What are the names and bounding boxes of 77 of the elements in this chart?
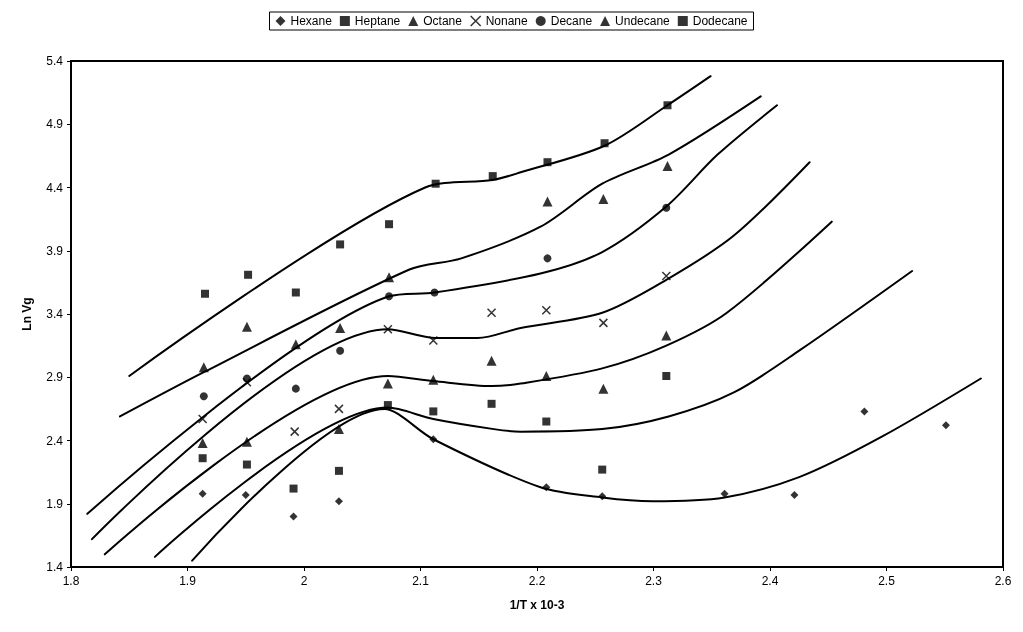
legend-label: Undecane [615,14,671,28]
point [385,220,394,229]
point [334,497,343,506]
point [200,289,209,298]
point [382,378,393,389]
legend-label: Octane [423,14,463,28]
line-series [86,104,778,515]
point [289,426,300,437]
line-series [90,161,811,541]
point [241,490,250,499]
point [197,414,208,424]
point [429,407,438,416]
point [289,512,298,521]
point [336,240,345,249]
point [662,160,673,171]
point [542,196,553,207]
x-tick-label: 2.3 [645,574,663,588]
point [334,466,343,475]
legend-label: Hexane [290,14,333,28]
point [486,307,497,318]
point [542,417,551,426]
line-series [118,95,762,418]
point [289,484,298,493]
y-tick-label: 3.4 [46,307,64,321]
point [662,371,671,380]
legend-label: Heptane [354,14,401,28]
x-tick-label: 2 [300,574,308,588]
point [291,288,300,297]
point [197,438,208,449]
point [291,384,300,393]
point [336,346,345,355]
point [598,193,609,204]
y-tick-label: 4.4 [46,180,64,195]
legend-label: Nonane [485,14,529,28]
x-tick-label: 1.9 [179,574,197,588]
x-tick-label: 2.2 [528,574,546,588]
point [720,489,729,498]
point [428,335,439,346]
y-tick-label: 3.9 [46,243,64,258]
point [598,318,609,328]
point [790,490,799,499]
line-series [103,220,833,556]
y-tick-label: 4.9 [46,117,64,132]
y-axis-title: Ln Vg [20,297,34,331]
x-tick-label: 2.6 [994,574,1012,588]
point [487,399,496,408]
point [335,322,346,333]
y-tick-label: 2.4 [46,433,64,448]
point [198,489,207,498]
point [198,454,207,463]
point [242,460,251,469]
x-tick-label: 1.8 [62,574,80,588]
point [486,355,497,366]
point [241,321,252,332]
x-tick-label: 2.4 [761,574,779,588]
point [598,465,607,474]
y-tick-label: 1.4 [46,560,64,574]
line-series [128,75,712,377]
point [541,305,552,315]
x-tick-label: 2.5 [878,574,896,588]
y-tick-label: 1.9 [46,496,64,511]
point [598,383,609,394]
point [244,270,253,279]
legend-label: Dodecane [692,14,748,28]
legend-label: Decane [550,14,593,28]
y-tick-label: 2.9 [46,370,64,385]
point [199,392,208,401]
point [661,271,672,281]
point [941,421,950,430]
point [334,404,344,414]
point [860,407,869,416]
y-tick-label: 5.4 [46,54,64,68]
point [383,324,393,334]
x-tick-label: 2.1 [412,574,430,588]
point [661,330,672,341]
x-axis-title: 1/T x 10-3 [509,598,565,612]
point [543,254,552,263]
